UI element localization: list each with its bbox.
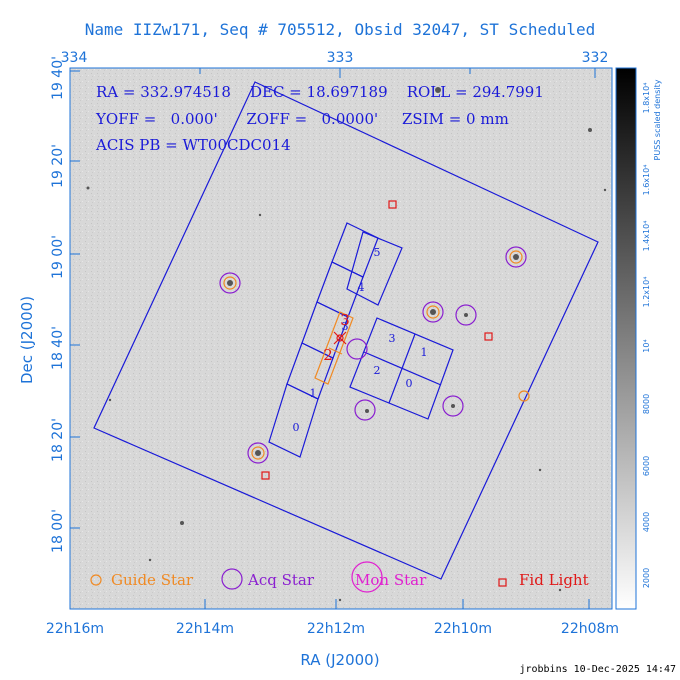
acq-star-circle <box>505 246 527 268</box>
acis-s-array <box>268 222 403 458</box>
left-tick-label: 19 40' <box>50 56 66 100</box>
chip-label-i1: 1 <box>421 346 428 359</box>
chip-label-s0: 0 <box>293 421 300 434</box>
colorbar-tick: 10⁴ <box>642 339 651 352</box>
acq-stars <box>219 246 527 464</box>
field-of-view-outline <box>93 81 599 580</box>
colorbar-tick: 6000 <box>642 456 651 476</box>
fid-light-square <box>484 332 493 341</box>
colorbar-tick: 4000 <box>642 512 651 532</box>
left-tick-label: 18 20' <box>50 418 66 462</box>
fid-light-square <box>388 200 397 209</box>
bottom-tick-label: 22h12m <box>307 621 365 637</box>
chip-label-s5: 5 <box>374 246 381 259</box>
colorbar-tick: 1.4x10⁴ <box>642 221 651 252</box>
acq-star-circle <box>219 272 241 294</box>
guide-stars <box>223 250 530 460</box>
guide-star-circle <box>426 305 440 319</box>
acq-star-circle <box>422 301 444 323</box>
frame-ticks <box>69 68 596 609</box>
chip-label-i2: 2 <box>374 364 381 377</box>
legend-mon-label: Mon Star <box>355 571 427 589</box>
aimpoint-marker <box>333 331 347 345</box>
legend-guide-label: Guide Star <box>111 571 194 589</box>
legend-mon-icon <box>351 561 383 593</box>
guide-star-circle <box>509 250 523 264</box>
chip-label-s4: 4 <box>358 281 365 294</box>
colorbar-title: PUSS scaled density <box>653 79 662 160</box>
pointing-info-line1: RA = 332.974518 DEC = 18.697189 ROLL = 2… <box>96 83 544 101</box>
acq-star-circle <box>247 442 269 464</box>
fid-lights <box>261 200 493 480</box>
legend-acq-label: Acq Star <box>247 571 315 589</box>
left-tick-label: 19 20' <box>50 144 66 188</box>
bottom-tick-label: 22h16m <box>46 621 104 637</box>
bottom-tick-label: 22h10m <box>434 621 492 637</box>
colorbar-tick: 8000 <box>642 394 651 414</box>
top-tick-label: 332 <box>582 50 609 66</box>
colorbar-tick: 1.2x10⁴ <box>642 277 651 308</box>
field-stars <box>86 87 607 602</box>
acq-star-circle <box>354 399 376 421</box>
top-tick-label: 334 <box>61 50 88 66</box>
bottom-tick-label: 22h14m <box>176 621 234 637</box>
legend-fid-label: Fid Light <box>519 571 589 589</box>
colorbar-tick: 1.8x10⁴ <box>642 83 651 114</box>
footer-credit: jrobbins 10-Dec-2025 14:47 <box>519 664 676 675</box>
left-tick-label: 18 00' <box>50 509 66 553</box>
top-tick-label: 333 <box>327 50 354 66</box>
chip-label-s3: 3 <box>342 320 349 333</box>
fid-light-square <box>261 471 270 480</box>
guide-star-circle <box>518 390 530 402</box>
acq-star-circle <box>442 395 464 417</box>
y-axis-title: Dec (J2000) <box>18 296 36 384</box>
colorbar-tick: 2000 <box>642 568 651 588</box>
guide-star-circle <box>251 446 265 460</box>
pointing-info-line2: YOFF = 0.000' ZOFF = 0.0000' ZSIM = 0 mm <box>95 110 509 128</box>
left-tick-label: 18 40' <box>50 326 66 370</box>
hrc-label-2: 2 <box>323 346 333 364</box>
legend-guide-icon <box>90 574 102 586</box>
bottom-tick-label: 22h08m <box>561 621 619 637</box>
hrc-overlay <box>314 311 354 385</box>
guide-star-circle <box>223 276 237 290</box>
left-tick-label: 19 00' <box>50 235 66 279</box>
chip-label-i3: 3 <box>389 332 396 345</box>
plot-title: Name IIZw171, Seq # 705512, Obsid 32047,… <box>85 20 596 39</box>
acis-i-array <box>349 317 454 420</box>
acq-star-circle <box>455 304 477 326</box>
hrc-label-3: 3 <box>340 311 350 329</box>
legend: Guide Star Acq Star Mon Star Fid Light <box>90 561 589 593</box>
legend-fid-icon <box>498 578 507 587</box>
legend-acq-icon <box>221 568 243 590</box>
acq-star-circle <box>346 338 368 360</box>
chip-label-i0: 0 <box>406 377 413 390</box>
chip-label-s1: 1 <box>310 387 317 400</box>
x-axis-title: RA (J2000) <box>300 651 379 669</box>
colorbar-ticks: 2000 4000 6000 8000 10⁴ 1.2x10⁴ 1.4x10⁴ … <box>642 83 651 589</box>
colorbar-tick: 1.6x10⁴ <box>642 165 651 196</box>
pointing-info-line3: ACIS PB = WT00CDC014 <box>95 136 291 154</box>
colorbar <box>615 67 637 610</box>
